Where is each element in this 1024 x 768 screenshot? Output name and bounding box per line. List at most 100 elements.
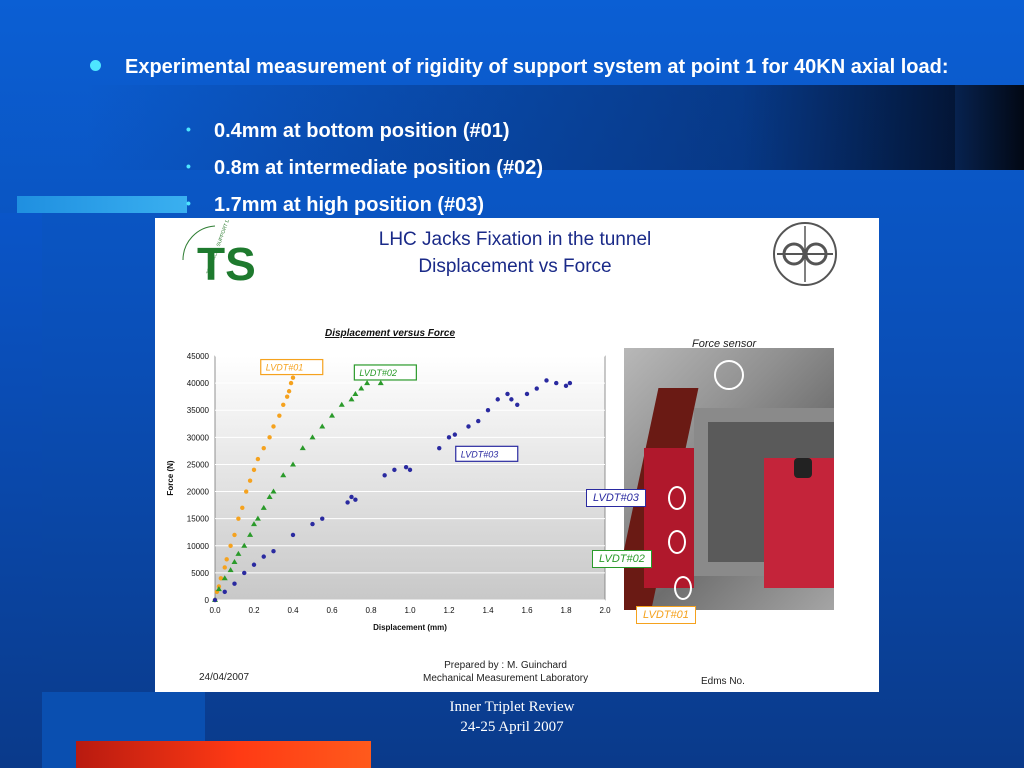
lvdt03-point	[320, 516, 325, 521]
lvdt03-point	[345, 500, 350, 505]
lvdt01-point	[240, 505, 245, 511]
force-sensor-label: Force sensor	[692, 338, 757, 350]
ts-logo-icon: TECHNICAL SUPPORT DEPARTMENT TS	[182, 220, 255, 290]
lvdt02-point	[309, 434, 316, 440]
photo-label-lvdt03: LVDT#03	[586, 489, 646, 507]
lvdt02-point	[251, 521, 257, 527]
y-tick-label: 30000	[187, 433, 210, 442]
sub-bullet-2: • 0.8m at intermediate position (#02)	[186, 157, 543, 180]
y-tick-label: 45000	[187, 352, 210, 361]
lvdt03-point	[222, 589, 227, 595]
lvdt01-point	[251, 467, 257, 473]
lvdt01-point	[218, 576, 224, 581]
corner-dark-block	[955, 85, 1024, 170]
x-tick-label: 1.2	[443, 606, 455, 615]
photo-jack-left	[644, 448, 694, 588]
lvdt01-point	[236, 516, 241, 521]
lvdt02-point	[260, 504, 267, 510]
lvdt03-point	[261, 554, 266, 559]
lvdt03-point	[515, 402, 520, 407]
lvdt02-point	[290, 461, 296, 467]
cern-logo-icon	[773, 222, 837, 286]
lvdt01-point	[267, 435, 272, 440]
lvdt01-point	[281, 402, 286, 407]
series-label: LVDT#02	[359, 368, 397, 378]
lvdt03-point	[392, 467, 397, 473]
lvdt01-point	[222, 565, 227, 570]
y-tick-label: 20000	[187, 488, 210, 497]
x-tick-label: 1.4	[482, 606, 494, 615]
lvdt01-point	[271, 424, 276, 429]
lvdt03-marker	[668, 486, 686, 510]
lvdt02-point	[231, 559, 238, 565]
lvdt03-point	[554, 380, 559, 386]
jack-photo	[624, 348, 834, 610]
photo-jack-right	[764, 458, 834, 588]
lvdt03-point	[505, 391, 510, 397]
sub-bullet-text: 1.7mm at high position (#03)	[214, 194, 485, 216]
x-tick-label: 1.0	[404, 606, 416, 615]
y-tick-label: 25000	[187, 460, 210, 469]
x-tick-label: 1.6	[521, 606, 533, 615]
lvdt03-point	[567, 380, 573, 386]
x-tick-label: 1.8	[560, 606, 572, 615]
lvdt03-point	[382, 473, 387, 478]
lvdt02-point	[364, 380, 371, 386]
sub-bullet-icon: •	[186, 158, 191, 174]
lvdt01-point	[290, 375, 296, 380]
lvdt03-point	[524, 391, 530, 397]
lvdt02-point	[329, 412, 335, 418]
panel-title-line2: Displacement vs Force	[418, 256, 612, 277]
lvdt02-point	[266, 493, 273, 499]
lvdt02-point	[299, 445, 306, 451]
lvdt01-point	[247, 478, 253, 483]
panel-date: 24/04/2007	[199, 672, 250, 683]
x-tick-label: 0.6	[326, 606, 338, 615]
y-tick-label: 40000	[187, 379, 210, 388]
sub-bullet-icon: •	[186, 121, 191, 137]
lvdt02-point	[338, 401, 345, 407]
lvdt03-point	[310, 521, 315, 527]
lvdt01-point	[244, 489, 249, 494]
photo-label-lvdt01: LVDT#01	[636, 606, 696, 624]
lvdt02-point	[319, 423, 326, 429]
footer-line1: Inner Triplet Review	[449, 699, 575, 715]
cyan-accent-bar	[17, 196, 187, 213]
lvdt03-point	[452, 432, 458, 437]
lvdt03-point	[485, 408, 491, 413]
y-tick-label: 5000	[191, 569, 209, 578]
lvdt01-point	[288, 380, 294, 386]
lvdt01-point	[277, 413, 282, 418]
x-tick-label: 0.0	[209, 606, 221, 615]
lvdt03-point	[353, 497, 358, 502]
y-axis-label: Force (N)	[166, 460, 175, 495]
lvdt03-point	[495, 397, 500, 402]
lvdt02-point	[235, 550, 242, 556]
lvdt03-point	[563, 383, 569, 389]
plot-area	[214, 355, 606, 601]
main-bullet-text: Experimental measurement of rigidity of …	[125, 56, 949, 78]
left-accent-column	[0, 213, 42, 768]
slide-footer: Inner Triplet Review 24-25 April 2007	[400, 697, 624, 737]
force-sensor-marker	[714, 360, 744, 390]
sub-bullet-text: 0.4mm at bottom position (#01)	[214, 120, 510, 142]
chart-title: Displacement versus Force	[325, 328, 455, 339]
lvdt02-point	[377, 380, 384, 386]
lvdt03-point	[242, 570, 247, 576]
lvdt01-point	[261, 445, 266, 451]
x-tick-label: 0.2	[248, 606, 260, 615]
lvdt03-point	[437, 445, 442, 451]
lvdt01-point	[286, 389, 292, 394]
lvdt02-point	[352, 390, 359, 396]
panel-title-line1: LHC Jacks Fixation in the tunnel	[378, 229, 652, 250]
lvdt03-point	[271, 549, 276, 554]
lvdt01-point	[232, 532, 237, 538]
lvdt01-point	[284, 394, 290, 399]
sub-bullet-icon: •	[186, 195, 191, 211]
lvdt02-marker	[668, 530, 686, 554]
lvdt02-point	[221, 575, 228, 581]
lvdt03-point	[466, 424, 471, 429]
header-shade	[85, 85, 1024, 170]
lvdt02-point	[227, 567, 234, 573]
series-label-box	[260, 358, 324, 376]
